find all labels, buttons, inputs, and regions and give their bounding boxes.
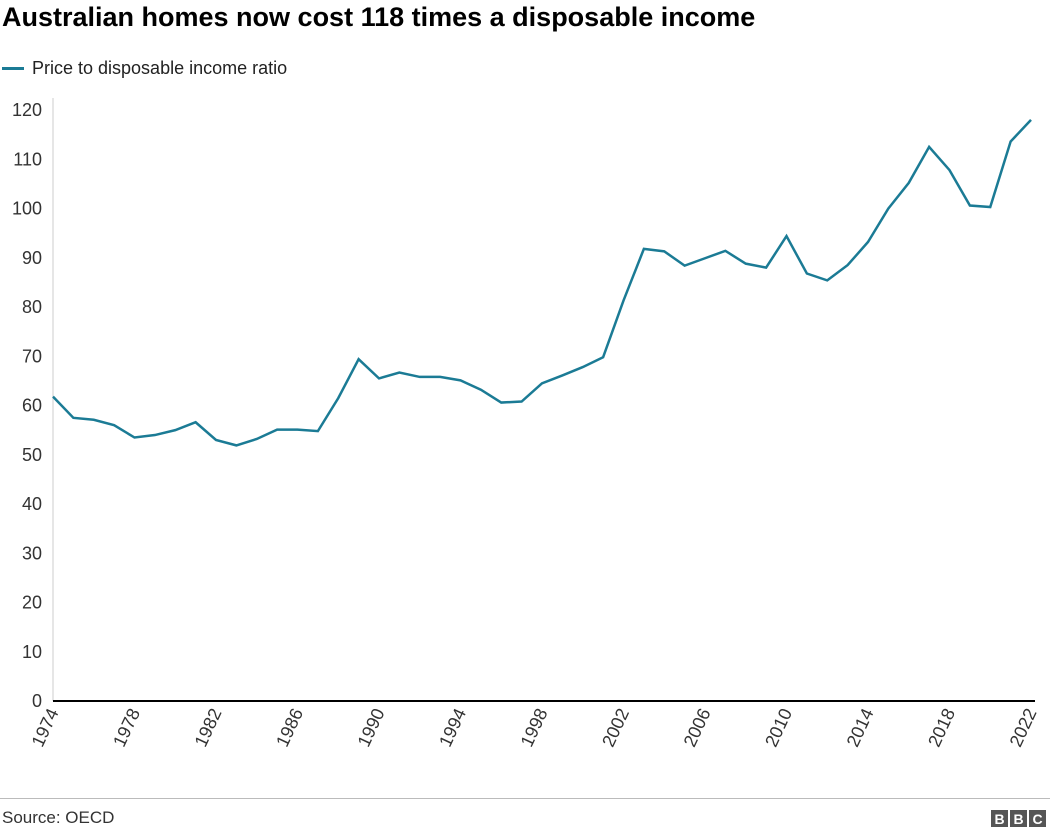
x-tick-label: 2022 <box>1006 705 1041 750</box>
x-tick-label: 1998 <box>517 705 552 750</box>
x-tick-label: 1974 <box>28 705 63 750</box>
series-line <box>52 118 1032 447</box>
x-tick-label: 2018 <box>924 705 959 750</box>
x-tick-label: 2002 <box>598 705 633 750</box>
source-note: Source: OECD <box>2 808 115 827</box>
x-tick-label: 1994 <box>435 705 470 750</box>
y-tick-label: 110 <box>13 149 42 169</box>
x-tick-label: 1990 <box>354 705 389 750</box>
footer-divider <box>0 798 1050 799</box>
y-tick-label: 0 <box>32 691 42 711</box>
line-chart: 0 10 20 30 40 50 60 70 80 90 100 110 120 1974 1978 1982… <box>12 98 1041 750</box>
x-tick-label: 1978 <box>109 705 144 750</box>
legend-swatch <box>2 67 24 70</box>
legend-label: Price to disposable income ratio <box>32 58 288 78</box>
y-tick-label: 10 <box>22 642 42 662</box>
y-tick-label: 60 <box>22 396 42 416</box>
y-tick-label: 20 <box>22 593 42 613</box>
y-tick-label: 100 <box>12 199 42 219</box>
x-tick-label: 2010 <box>761 705 796 750</box>
y-tick-label: 50 <box>22 445 42 465</box>
x-tick-label: 2006 <box>680 705 715 750</box>
x-tick-label: 2014 <box>843 705 878 750</box>
y-tick-label: 70 <box>22 346 42 366</box>
y-tick-label: 30 <box>22 543 42 563</box>
y-tick-label: 80 <box>22 297 42 317</box>
y-tick-label: 90 <box>22 248 42 268</box>
y-tick-label: 40 <box>22 494 42 514</box>
chart-title: Australian homes now cost 118 times a di… <box>2 2 756 32</box>
legend: Price to disposable income ratio <box>2 58 287 79</box>
x-tick-label: 1982 <box>191 705 226 750</box>
x-tick-label: 1986 <box>272 705 307 750</box>
y-tick-label: 120 <box>12 100 42 120</box>
